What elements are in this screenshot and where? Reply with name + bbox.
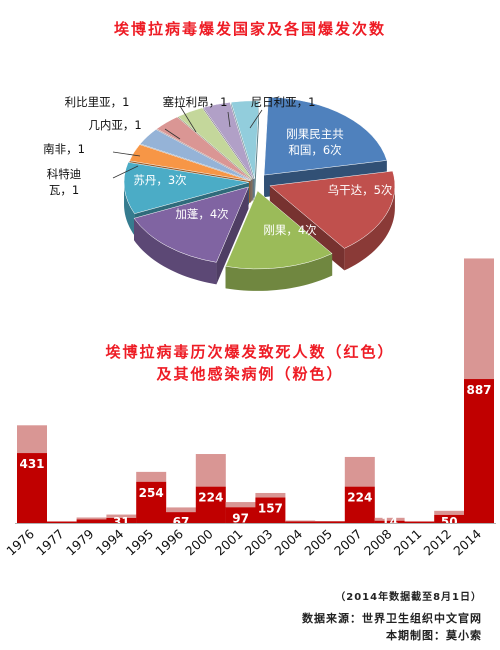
bar-other-cases bbox=[225, 502, 256, 508]
pie-leader-line bbox=[112, 151, 141, 157]
bar-deaths bbox=[106, 517, 137, 523]
bar-chart-title: 埃博拉病毒历次爆发致死人数（红色） 及其他感染病例（粉色） bbox=[0, 341, 500, 385]
pie-slice bbox=[177, 107, 253, 180]
data-cutoff-note: （2014年数据截至8月1日） bbox=[335, 592, 482, 603]
pie-slice bbox=[263, 96, 388, 176]
pie-slice-label: 尼日利亚，1 bbox=[251, 95, 316, 109]
bar-other-cases bbox=[344, 456, 375, 487]
pie-slice-label: 科特迪瓦，1 bbox=[47, 167, 82, 197]
pie-leader-line bbox=[249, 109, 263, 129]
bar-other-cases bbox=[136, 471, 167, 482]
x-tick-label: 2004 bbox=[272, 526, 306, 558]
bar-other-cases bbox=[374, 517, 405, 521]
x-tick-label: 1995 bbox=[123, 526, 157, 558]
bar-other-cases bbox=[195, 454, 226, 487]
pie-slice bbox=[129, 144, 251, 182]
bar-deaths bbox=[166, 512, 196, 523]
bar-deaths bbox=[46, 521, 77, 523]
bar-deaths bbox=[285, 521, 316, 523]
bar-chart-title-line1: 埃博拉病毒历次爆发致死人数（红色） bbox=[105, 343, 395, 361]
pie-slice-label: 几内亚，1 bbox=[88, 118, 141, 132]
x-tick-label: 1994 bbox=[93, 526, 127, 558]
bar-deaths bbox=[136, 481, 167, 523]
bar-value-label: 14 bbox=[381, 515, 398, 529]
x-tick-label: 2012 bbox=[421, 526, 455, 558]
x-tick-label: 1976 bbox=[3, 526, 37, 558]
bar-deaths bbox=[464, 379, 494, 523]
pie-slice bbox=[230, 100, 260, 179]
pie-slice bbox=[139, 129, 251, 181]
bar-other-cases bbox=[285, 520, 316, 522]
bar-value-label: 50 bbox=[441, 515, 458, 529]
pie-slice bbox=[123, 162, 250, 214]
pie-slice-label: 乌干达，5次 bbox=[328, 183, 393, 197]
bar-other-cases bbox=[464, 258, 494, 380]
bar-value-label: 887 bbox=[466, 383, 491, 397]
bar-deaths bbox=[344, 486, 375, 523]
bar-deaths bbox=[225, 507, 256, 523]
bar-other-cases bbox=[76, 517, 107, 520]
pie-leader-line bbox=[112, 165, 139, 179]
pie-slice-label: 利比里亚，1 bbox=[65, 95, 130, 109]
bar-value-label: 31 bbox=[113, 515, 130, 529]
pie-slice bbox=[133, 186, 249, 263]
bar-chart-title-line2: 及其他感染病例（粉色） bbox=[156, 365, 344, 383]
pie-leader-line bbox=[164, 128, 181, 140]
author-note: 本期制图：莫小索 bbox=[386, 629, 482, 642]
bar-value-label: 97 bbox=[232, 511, 249, 525]
x-tick-label: 2011 bbox=[391, 526, 425, 558]
bar-other-cases bbox=[255, 492, 286, 498]
bar-other-cases bbox=[434, 510, 465, 515]
pie-slice bbox=[202, 102, 254, 180]
pie-slice-label: 苏丹，3次 bbox=[133, 173, 187, 187]
x-tick-label: 2008 bbox=[361, 526, 395, 558]
bar-deaths bbox=[404, 521, 435, 523]
pie-slice bbox=[225, 190, 333, 270]
data-source-note: 数据来源：世界卫生组织中文官网 bbox=[302, 612, 482, 625]
pie-slice-label: 刚果民主共和国，6次 bbox=[286, 127, 344, 157]
pie-slice-label: 加蓬，4次 bbox=[175, 207, 229, 221]
bar-deaths bbox=[315, 521, 345, 523]
bar-value-label: 254 bbox=[139, 486, 164, 500]
bar-deaths bbox=[374, 520, 405, 523]
x-tick-label: 2001 bbox=[212, 526, 246, 558]
pie-slice-label: 塞拉利昂，1 bbox=[163, 95, 228, 109]
x-tick-label: 2014 bbox=[450, 526, 484, 558]
x-tick-label: 1996 bbox=[152, 526, 186, 558]
bar-value-label: 431 bbox=[19, 457, 44, 471]
bar-other-cases bbox=[106, 514, 137, 518]
pie-slice bbox=[269, 170, 396, 249]
bar-deaths bbox=[195, 486, 226, 523]
bar-other-cases bbox=[166, 507, 196, 513]
pie-slice bbox=[156, 116, 252, 180]
x-tick-label: 1977 bbox=[33, 526, 67, 558]
pie-leader-line bbox=[227, 111, 231, 128]
bar-value-label: 224 bbox=[198, 491, 223, 505]
bar-other-cases bbox=[17, 425, 47, 454]
x-tick-label: 2003 bbox=[242, 526, 276, 558]
bar-value-label: 157 bbox=[258, 502, 283, 516]
x-tick-label: 2005 bbox=[301, 526, 335, 558]
pie-slice-label: 刚果，4次 bbox=[263, 223, 317, 237]
bar-deaths bbox=[434, 514, 465, 523]
bar-deaths bbox=[17, 453, 47, 523]
pie-chart-title: 埃博拉病毒爆发国家及各国爆发次数 bbox=[113, 20, 386, 38]
x-tick-label: 1979 bbox=[63, 526, 97, 558]
bar-deaths bbox=[76, 519, 107, 523]
pie-leader-line bbox=[179, 105, 197, 133]
bar-value-label: 224 bbox=[347, 491, 372, 505]
bar-deaths bbox=[255, 497, 286, 523]
x-tick-label: 2000 bbox=[182, 526, 216, 558]
pie-slice-label: 南非，1 bbox=[43, 142, 85, 156]
bar-value-label: 67 bbox=[173, 515, 190, 529]
x-tick-label: 2007 bbox=[331, 526, 365, 558]
